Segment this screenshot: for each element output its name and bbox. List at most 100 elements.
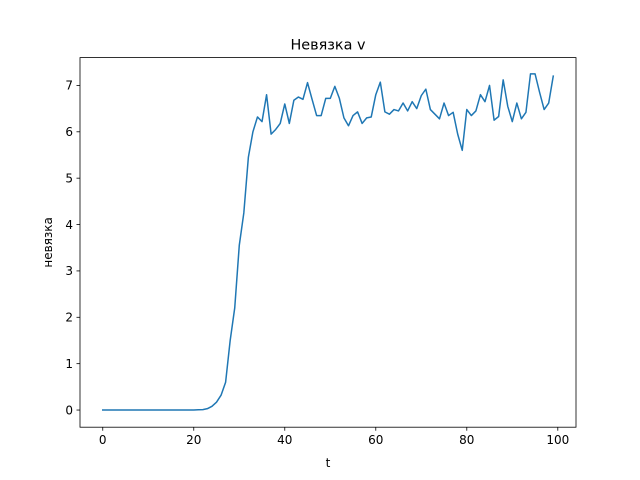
data-point	[275, 128, 277, 130]
y-tick-label: 4	[65, 218, 73, 232]
data-point	[420, 95, 422, 97]
data-point	[170, 409, 172, 411]
data-point	[202, 409, 204, 411]
data-point	[507, 105, 509, 107]
data-point	[106, 409, 108, 411]
data-point	[548, 102, 550, 104]
data-point	[425, 88, 427, 90]
data-point	[288, 122, 290, 124]
y-tick-label: 5	[65, 171, 73, 185]
data-point	[438, 118, 440, 120]
data-point	[384, 111, 386, 113]
data-point	[539, 91, 541, 93]
data-point	[243, 212, 245, 214]
data-point	[138, 409, 140, 411]
data-point	[297, 96, 299, 98]
data-point	[175, 409, 177, 411]
data-point	[443, 102, 445, 104]
data-point	[484, 101, 486, 103]
data-point	[184, 409, 186, 411]
data-point	[143, 409, 145, 411]
data-point	[120, 409, 122, 411]
data-point	[475, 110, 477, 112]
data-point	[270, 133, 272, 135]
data-point	[234, 307, 236, 309]
data-point	[429, 109, 431, 111]
data-point	[125, 409, 127, 411]
data-point	[266, 94, 268, 96]
data-point	[188, 409, 190, 411]
y-tick-label: 2	[65, 311, 73, 325]
data-point	[357, 111, 359, 113]
data-point	[434, 113, 436, 115]
data-point	[279, 122, 281, 124]
data-point	[302, 98, 304, 100]
series-line	[102, 73, 555, 411]
data-point	[193, 409, 195, 411]
data-point	[197, 409, 199, 411]
data-point	[398, 110, 400, 112]
y-tick-label: 3	[65, 264, 73, 278]
data-point	[489, 84, 491, 86]
data-point	[329, 97, 331, 99]
data-point	[134, 409, 136, 411]
data-point	[220, 394, 222, 396]
data-point	[102, 409, 104, 411]
data-point	[493, 119, 495, 121]
x-axis-ticks: 0 20 40 60 80 100	[99, 427, 569, 447]
x-tick-label: 40	[277, 433, 292, 447]
data-point	[466, 109, 468, 111]
data-point	[379, 81, 381, 83]
x-tick-label: 100	[546, 433, 569, 447]
data-point	[511, 121, 513, 123]
data-point	[152, 409, 154, 411]
data-point	[452, 111, 454, 113]
data-point	[156, 409, 158, 411]
chart-title: Невязка v	[290, 38, 366, 54]
data-point	[211, 405, 213, 407]
x-tick-label: 20	[186, 433, 201, 447]
data-point	[407, 110, 409, 112]
data-point	[165, 409, 167, 411]
data-point	[375, 94, 377, 96]
data-point	[252, 131, 254, 133]
data-point	[256, 116, 258, 118]
data-point	[206, 408, 208, 410]
data-point	[229, 339, 231, 341]
data-point	[225, 381, 227, 383]
y-axis-ticks: 0 1 2 3 4 5 6 7	[65, 79, 80, 417]
x-tick-label: 80	[459, 433, 474, 447]
data-point	[343, 117, 345, 119]
y-tick-label: 6	[65, 125, 73, 139]
x-tick-label: 0	[99, 433, 107, 447]
data-point	[115, 409, 117, 411]
data-point	[498, 115, 500, 117]
x-axis-label: t	[326, 456, 331, 470]
y-axis-label: невязка	[41, 217, 55, 268]
data-point	[247, 156, 249, 158]
data-point	[520, 118, 522, 120]
data-point	[530, 73, 532, 75]
data-point	[470, 115, 472, 117]
data-point	[525, 111, 527, 113]
data-point	[311, 98, 313, 100]
data-point	[361, 122, 363, 124]
data-point	[461, 149, 463, 151]
data-point	[334, 85, 336, 87]
x-tick-label: 60	[368, 433, 383, 447]
data-point	[411, 101, 413, 103]
data-point	[307, 82, 309, 84]
data-point	[534, 73, 536, 75]
data-point	[216, 401, 218, 403]
data-point	[238, 244, 240, 246]
data-point	[402, 102, 404, 104]
data-point	[502, 79, 504, 81]
data-point	[543, 109, 545, 111]
data-point	[147, 409, 149, 411]
plot-frame	[79, 57, 577, 428]
data-point	[370, 116, 372, 118]
data-point	[347, 125, 349, 127]
data-point	[366, 117, 368, 119]
